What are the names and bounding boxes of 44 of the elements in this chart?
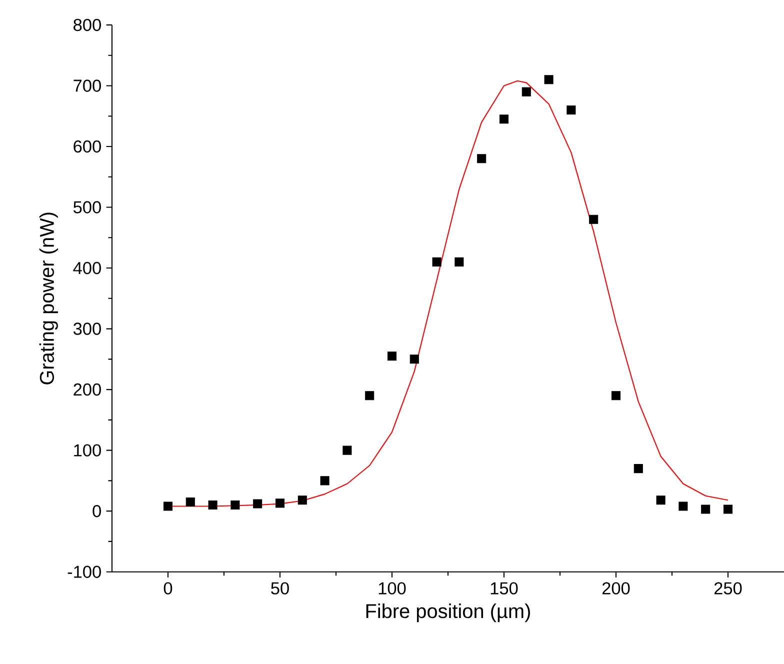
point xyxy=(342,446,352,455)
point xyxy=(186,498,195,507)
point xyxy=(298,496,307,505)
y-tick-label: 600 xyxy=(74,140,101,153)
point xyxy=(163,502,173,511)
point xyxy=(365,391,374,400)
x-tick-label: 200 xyxy=(602,582,630,595)
y-axis-title: Grating power (nW) xyxy=(39,212,58,384)
point xyxy=(589,214,598,224)
x-axis-title: Fibre position (µm) xyxy=(366,604,530,622)
point xyxy=(522,87,531,96)
y-tick-label: 100 xyxy=(74,444,101,457)
y-tick-label: 0 xyxy=(92,505,101,518)
point xyxy=(544,75,554,84)
y-tick-label: 800 xyxy=(74,18,101,32)
y-tick-label: 700 xyxy=(74,80,101,92)
x-tick-label: 50 xyxy=(271,582,289,595)
point xyxy=(701,504,710,514)
y-tick-label: 400 xyxy=(73,262,101,274)
point xyxy=(634,464,643,474)
point xyxy=(208,500,218,510)
point xyxy=(387,352,397,361)
point xyxy=(566,106,576,115)
point xyxy=(230,500,240,510)
point xyxy=(678,502,688,511)
point xyxy=(275,498,285,508)
x-tick-label: 250 xyxy=(714,582,742,595)
y-tick-label: -100 xyxy=(68,566,101,578)
y-tick-label: 300 xyxy=(73,322,101,335)
point xyxy=(432,258,442,267)
point xyxy=(477,154,486,164)
point xyxy=(723,504,733,514)
x-tick-label: 100 xyxy=(378,582,406,595)
point xyxy=(611,391,621,400)
y-tick-label: 500 xyxy=(74,201,101,214)
x-tick-label: 0 xyxy=(164,582,172,595)
y-tick-label: 200 xyxy=(74,384,101,396)
x-tick-label: 150 xyxy=(490,582,518,595)
point xyxy=(410,354,419,364)
point xyxy=(320,476,330,486)
point xyxy=(253,499,262,508)
point xyxy=(656,496,666,505)
point xyxy=(499,114,509,124)
point xyxy=(454,258,464,267)
